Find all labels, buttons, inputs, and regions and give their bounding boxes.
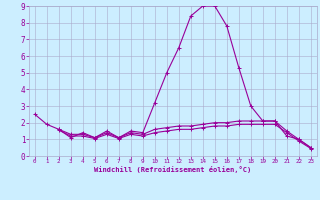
X-axis label: Windchill (Refroidissement éolien,°C): Windchill (Refroidissement éolien,°C) bbox=[94, 166, 252, 173]
